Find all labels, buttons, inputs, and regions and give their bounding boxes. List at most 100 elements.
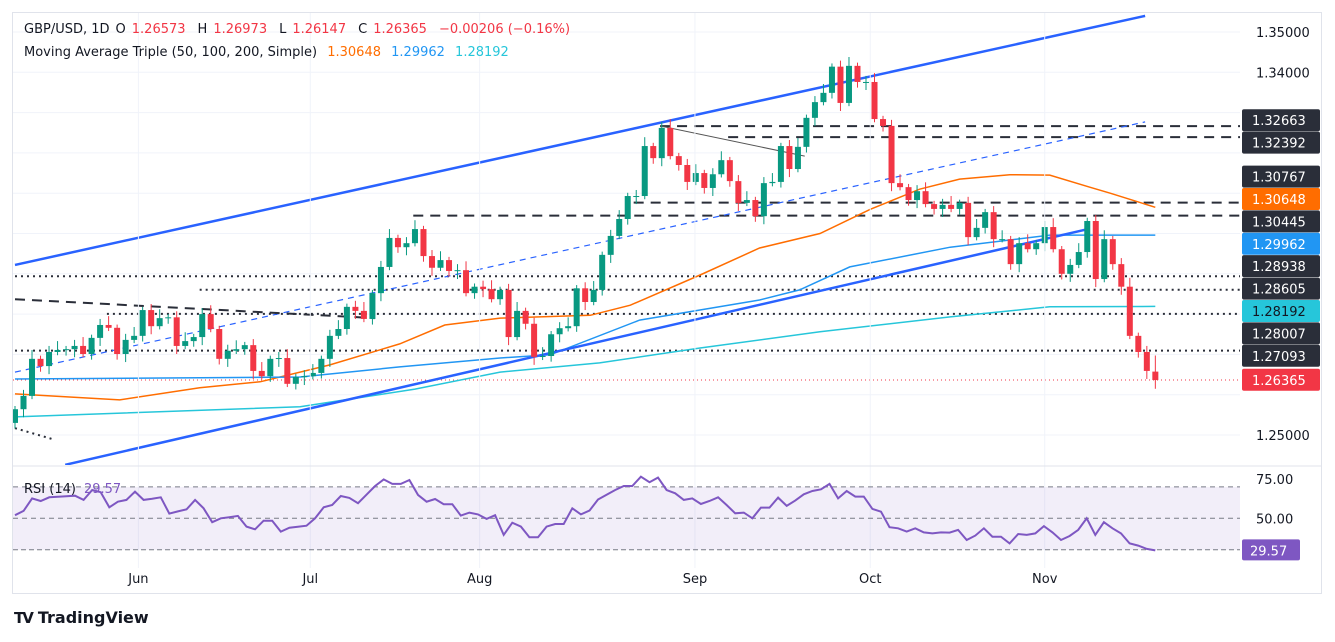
candle[interactable]: [590, 281, 597, 306]
candle[interactable]: [1143, 345, 1150, 379]
candle[interactable]: [880, 115, 887, 132]
candle[interactable]: [360, 302, 367, 323]
candle[interactable]: [471, 283, 478, 299]
candle[interactable]: [701, 169, 708, 194]
candle[interactable]: [973, 218, 980, 241]
candle[interactable]: [190, 333, 197, 347]
candle[interactable]: [148, 304, 155, 335]
candle[interactable]: [1152, 355, 1159, 389]
candle[interactable]: [37, 355, 44, 372]
candle[interactable]: [301, 370, 308, 386]
candle[interactable]: [63, 345, 70, 356]
candle[interactable]: [803, 114, 810, 153]
candle[interactable]: [982, 208, 989, 234]
candle[interactable]: [539, 347, 546, 361]
candle[interactable]: [122, 333, 129, 363]
candle[interactable]: [165, 314, 172, 324]
candle[interactable]: [760, 177, 767, 225]
candle[interactable]: [1135, 332, 1142, 358]
candle[interactable]: [267, 355, 274, 382]
candle[interactable]: [786, 140, 793, 178]
candle[interactable]: [309, 364, 316, 380]
candle[interactable]: [318, 355, 325, 379]
candle[interactable]: [990, 206, 997, 248]
candle[interactable]: [258, 362, 265, 380]
candle[interactable]: [480, 280, 487, 298]
candle[interactable]: [114, 324, 121, 360]
candle[interactable]: [284, 349, 291, 388]
candle[interactable]: [1067, 258, 1074, 282]
candle[interactable]: [573, 285, 580, 332]
candle[interactable]: [377, 260, 384, 302]
candle[interactable]: [463, 261, 470, 297]
candle[interactable]: [1118, 258, 1125, 295]
candle[interactable]: [531, 317, 538, 365]
candle[interactable]: [888, 119, 895, 192]
candle[interactable]: [241, 341, 248, 355]
candle[interactable]: [863, 75, 869, 91]
symbol-title[interactable]: GBP/USD, 1D: [24, 22, 110, 37]
candle[interactable]: [828, 63, 835, 99]
candle[interactable]: [335, 320, 342, 340]
candle[interactable]: [326, 329, 333, 367]
candle[interactable]: [352, 300, 359, 319]
candle[interactable]: [616, 210, 623, 240]
candle[interactable]: [1109, 235, 1116, 270]
candle[interactable]: [394, 234, 401, 253]
candle[interactable]: [556, 322, 563, 343]
candle[interactable]: [446, 256, 453, 277]
candle[interactable]: [965, 196, 972, 246]
candle[interactable]: [369, 289, 376, 325]
candle[interactable]: [131, 326, 138, 344]
candle[interactable]: [641, 137, 648, 200]
candle[interactable]: [931, 200, 938, 215]
candle[interactable]: [233, 340, 240, 354]
candle[interactable]: [1101, 230, 1108, 283]
candle[interactable]: [624, 192, 631, 225]
candle[interactable]: [633, 189, 640, 205]
candle[interactable]: [173, 311, 180, 354]
candle[interactable]: [216, 325, 223, 365]
candle[interactable]: [46, 345, 53, 375]
candle[interactable]: [428, 250, 435, 276]
candle[interactable]: [224, 344, 231, 367]
candle[interactable]: [250, 339, 257, 379]
candle[interactable]: [675, 152, 682, 171]
candle[interactable]: [607, 229, 614, 263]
candle[interactable]: [292, 373, 299, 390]
candle[interactable]: [97, 318, 104, 346]
candle[interactable]: [752, 196, 759, 222]
candle[interactable]: [182, 332, 189, 350]
candle[interactable]: [599, 251, 606, 296]
candle[interactable]: [437, 251, 444, 271]
candle[interactable]: [914, 185, 921, 209]
candle[interactable]: [497, 286, 504, 305]
candle[interactable]: [743, 191, 750, 207]
candle[interactable]: [769, 173, 776, 187]
candle[interactable]: [156, 309, 163, 330]
candle[interactable]: [854, 62, 861, 88]
candle[interactable]: [1016, 237, 1023, 273]
candle[interactable]: [811, 96, 818, 126]
candle[interactable]: [582, 282, 589, 311]
candle[interactable]: [845, 56, 852, 107]
candle[interactable]: [777, 142, 784, 188]
candle[interactable]: [88, 334, 95, 360]
candle[interactable]: [820, 83, 827, 106]
candle[interactable]: [922, 182, 929, 208]
candle[interactable]: [207, 305, 214, 333]
candle[interactable]: [1058, 245, 1065, 280]
candle[interactable]: [726, 156, 733, 187]
candle[interactable]: [505, 283, 512, 346]
candle[interactable]: [939, 198, 946, 217]
candle[interactable]: [199, 308, 206, 346]
candle[interactable]: [411, 220, 418, 247]
candle[interactable]: [403, 237, 410, 256]
candle[interactable]: [692, 164, 699, 186]
candle[interactable]: [20, 389, 27, 418]
candle[interactable]: [1007, 235, 1014, 270]
ma-title[interactable]: Moving Average Triple (50, 100, 200, Sim…: [24, 45, 318, 60]
candle[interactable]: [905, 183, 912, 206]
candle[interactable]: [1092, 214, 1099, 288]
candle[interactable]: [735, 175, 742, 211]
